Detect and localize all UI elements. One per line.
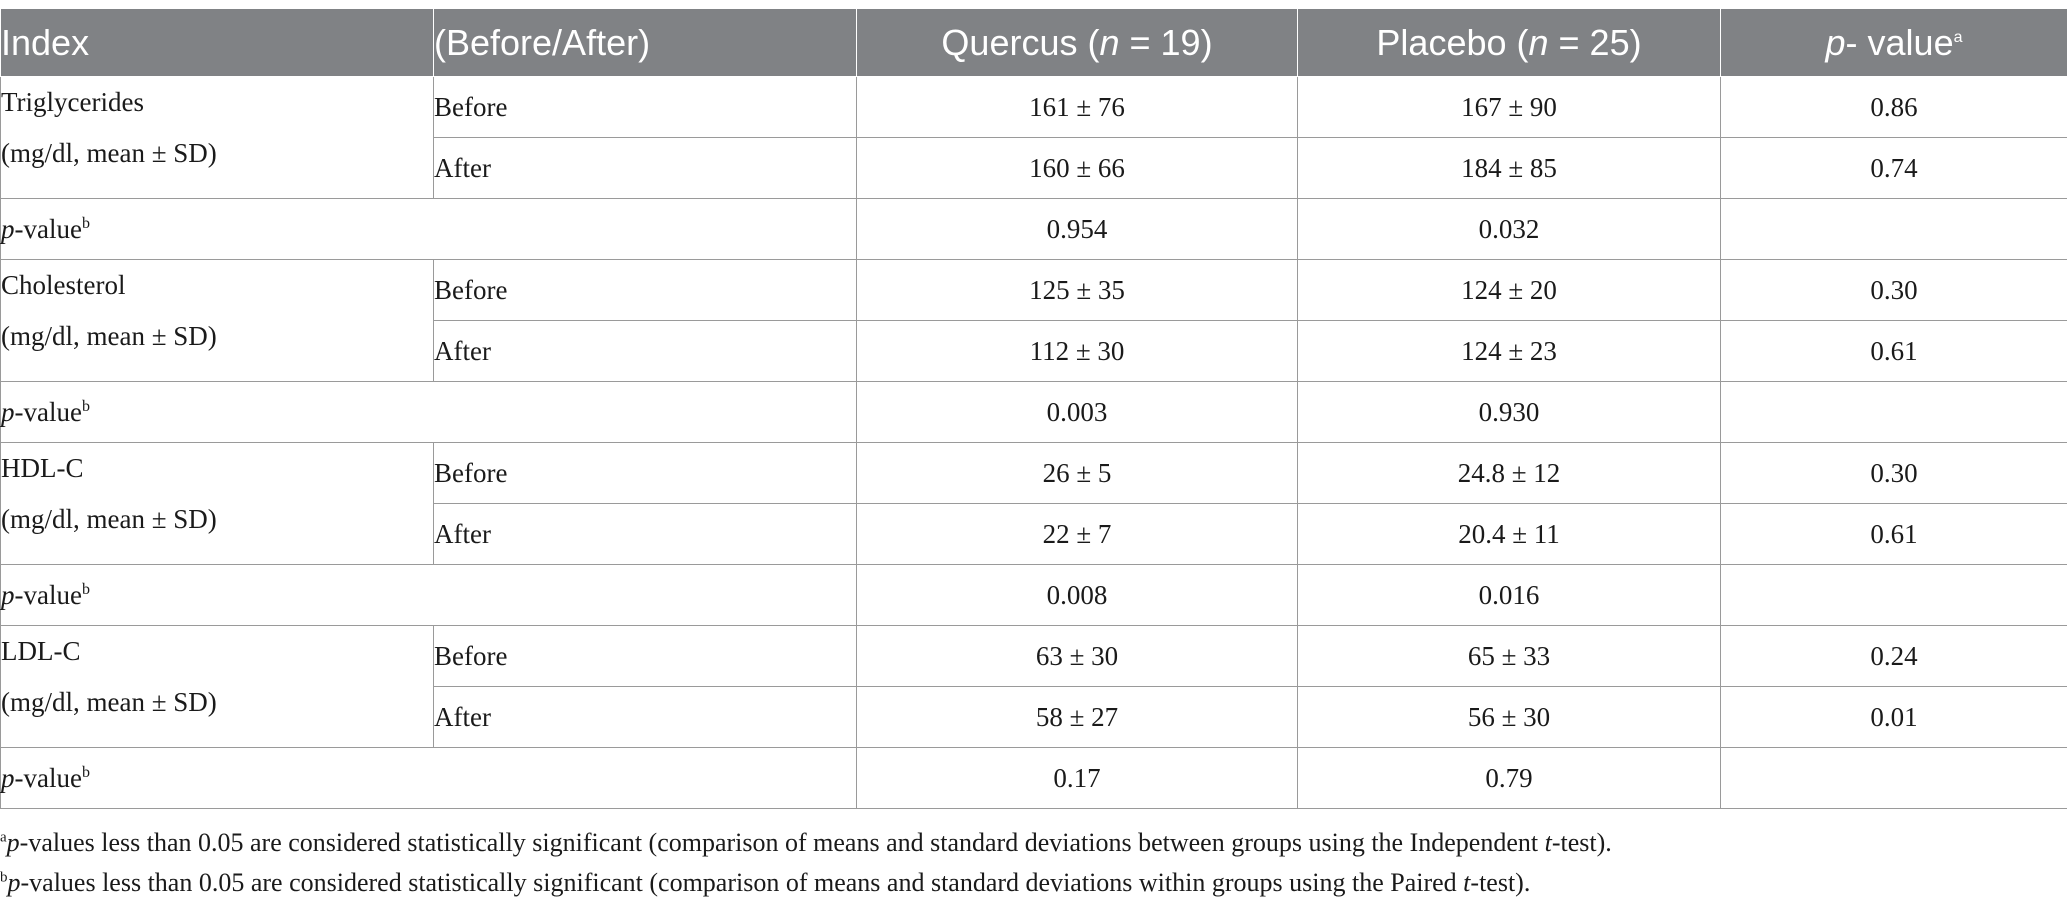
phase-cell: Before: [433, 625, 857, 687]
p-value-label: p-valueb: [0, 198, 857, 260]
phase-cell: After: [433, 503, 857, 565]
placebo-cell: 167 ± 90: [1297, 76, 1721, 138]
quercus-cell: 112 ± 30: [856, 320, 1298, 382]
header-row: Index (Before/After) Quercus (n = 19) Pl…: [0, 8, 2067, 77]
table-row: HDL-C (mg/dl, mean ± SD) Before 26 ± 5 24.8 …: [0, 442, 2067, 565]
index-cell: Cholesterol (mg/dl, mean ± SD): [0, 259, 434, 382]
phase-cell: Before: [433, 442, 857, 504]
header-quercus: Quercus (n = 19): [856, 8, 1298, 77]
placebo-p-cell: 0.79: [1297, 747, 1721, 809]
p-value-label-text: -value: [14, 762, 82, 793]
index-name: Triglycerides: [1, 87, 144, 117]
quercus-cell: 58 ± 27: [856, 686, 1298, 748]
header-pvalue: p- valuea: [1720, 8, 2067, 77]
p-value-label-p: p: [1, 396, 15, 427]
quercus-p-cell: 0.008: [856, 564, 1298, 626]
table-row: Cholesterol (mg/dl, mean ± SD) Before 125 ±…: [0, 259, 2067, 382]
header-placebo: Placebo (n = 25): [1297, 8, 1721, 77]
p-value-row: p-valueb 0.008 0.016: [0, 564, 2067, 626]
p-value-cell: 0.30: [1720, 259, 2067, 321]
index-name: Cholesterol: [1, 270, 126, 300]
p-value-label-sup: b: [81, 763, 90, 781]
header-phase: (Before/After): [433, 8, 857, 77]
quercus-p-cell: 0.003: [856, 381, 1298, 443]
quercus-p-cell: 0.17: [856, 747, 1298, 809]
p-value-label: p-valueb: [0, 381, 857, 443]
p-value-label-p: p: [1, 762, 15, 793]
index-name: HDL-C: [1, 453, 84, 483]
index-unit: (mg/dl, mean ± SD): [1, 687, 217, 717]
empty-cell: [1720, 747, 2067, 809]
p-value-label-text: -value: [14, 579, 82, 610]
index-cell: LDL-C (mg/dl, mean ± SD): [0, 625, 434, 748]
p-value-label: p-valueb: [0, 747, 857, 809]
index-unit: (mg/dl, mean ± SD): [1, 138, 217, 168]
phase-cell: After: [433, 320, 857, 382]
p-value-label-sup: b: [81, 214, 90, 232]
p-value-label-text: -value: [14, 396, 82, 427]
index-cell: Triglycerides (mg/dl, mean ± SD): [0, 76, 434, 199]
phase-cell: After: [433, 137, 857, 199]
index-name: LDL-C: [1, 636, 81, 666]
placebo-cell: 124 ± 23: [1297, 320, 1721, 382]
footnote-a: ap-values less than 0.05 are considered …: [0, 828, 1612, 857]
quercus-cell: 160 ± 66: [856, 137, 1298, 199]
placebo-cell: 65 ± 33: [1297, 625, 1721, 687]
p-value-cell: 0.24: [1720, 625, 2067, 687]
p-value-label-sup: b: [81, 397, 90, 415]
empty-cell: [1720, 198, 2067, 260]
quercus-cell: 26 ± 5: [856, 442, 1298, 504]
header-index: Index: [0, 8, 434, 77]
p-value-label-p: p: [1, 213, 15, 244]
placebo-cell: 124 ± 20: [1297, 259, 1721, 321]
p-value-label-text: -value: [14, 213, 82, 244]
phase-cell: After: [433, 686, 857, 748]
table-row: After 22 ± 7 20.4 ± 11 0.61: [1, 503, 2067, 565]
p-value-cell: 0.86: [1720, 76, 2067, 138]
footnote-b: bp-values less than 0.05 are considered …: [0, 868, 1531, 897]
p-value-cell: 0.61: [1720, 320, 2067, 382]
quercus-cell: 125 ± 35: [856, 259, 1298, 321]
empty-cell: [1720, 381, 2067, 443]
p-value-cell: 0.30: [1720, 442, 2067, 504]
placebo-p-cell: 0.016: [1297, 564, 1721, 626]
placebo-cell: 24.8 ± 12: [1297, 442, 1721, 504]
p-value-label-sup: b: [81, 580, 90, 598]
footnotes: ap-values less than 0.05 are considered …: [0, 823, 2067, 903]
placebo-cell: 56 ± 30: [1297, 686, 1721, 748]
p-value-label-p: p: [1, 579, 15, 610]
p-value-label: p-valueb: [0, 564, 857, 626]
results-table: Index (Before/After) Quercus (n = 19) Pl…: [0, 8, 2067, 809]
index-cell: HDL-C (mg/dl, mean ± SD): [0, 442, 434, 565]
placebo-cell: 20.4 ± 11: [1297, 503, 1721, 565]
placebo-cell: 184 ± 85: [1297, 137, 1721, 199]
quercus-cell: 63 ± 30: [856, 625, 1298, 687]
table-row: LDL-C (mg/dl, mean ± SD) Before 63 ± 30 65 ±…: [0, 625, 2067, 748]
p-value-row: p-valueb 0.003 0.930: [0, 381, 2067, 443]
phase-cell: Before: [433, 259, 857, 321]
phase-cell: Before: [433, 76, 857, 138]
placebo-p-cell: 0.930: [1297, 381, 1721, 443]
p-value-cell: 0.01: [1720, 686, 2067, 748]
quercus-cell: 22 ± 7: [856, 503, 1298, 565]
p-value-cell: 0.74: [1720, 137, 2067, 199]
table-body: Triglycerides (mg/dl, mean ± SD) Before 161…: [0, 76, 2067, 809]
p-value-row: p-valueb 0.954 0.032: [0, 198, 2067, 260]
p-value-row: p-valueb 0.17 0.79: [0, 747, 2067, 809]
quercus-cell: 161 ± 76: [856, 76, 1298, 138]
p-value-cell: 0.61: [1720, 503, 2067, 565]
table-row: After 58 ± 27 56 ± 30 0.01: [1, 686, 2067, 748]
table-row: Triglycerides (mg/dl, mean ± SD) Before 161…: [0, 76, 2067, 199]
index-unit: (mg/dl, mean ± SD): [1, 504, 217, 534]
index-unit: (mg/dl, mean ± SD): [1, 321, 217, 351]
empty-cell: [1720, 564, 2067, 626]
placebo-p-cell: 0.032: [1297, 198, 1721, 260]
quercus-p-cell: 0.954: [856, 198, 1298, 260]
